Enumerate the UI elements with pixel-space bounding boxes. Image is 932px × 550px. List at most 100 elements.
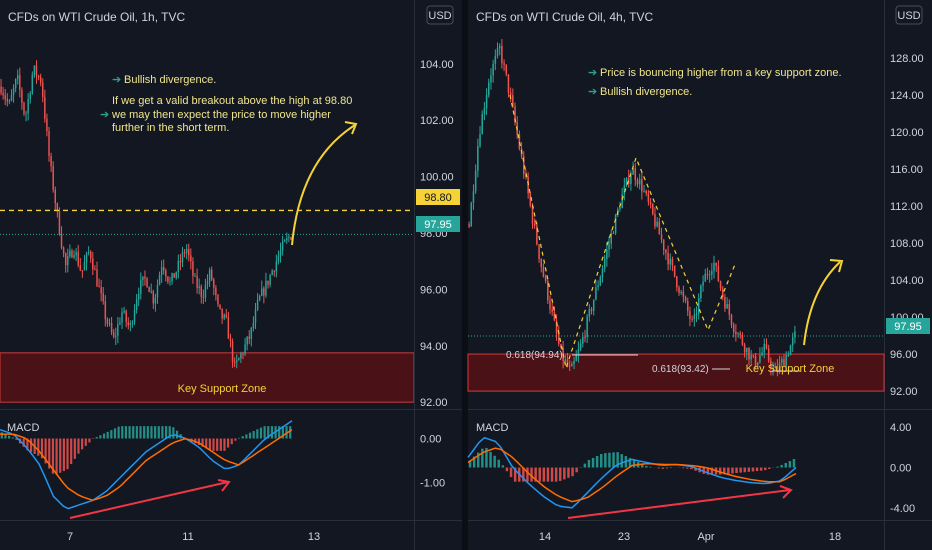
- candle-body: [196, 275, 198, 288]
- candle-body: [210, 269, 213, 280]
- right-projection-arrow: [803, 261, 841, 346]
- macd-tick-label: 0.00: [420, 434, 441, 446]
- candle-body: [763, 344, 766, 353]
- candle-body: [767, 348, 770, 361]
- candle-body: [94, 269, 96, 271]
- candle-body: [702, 281, 704, 286]
- candle-body: [112, 332, 115, 337]
- candle-body: [756, 362, 759, 366]
- candle-body: [483, 108, 486, 114]
- candle-body: [621, 194, 623, 209]
- time-tick-label: 13: [308, 531, 320, 543]
- candle-body: [638, 179, 641, 185]
- candle-body: [286, 237, 288, 241]
- candle-body: [160, 267, 163, 276]
- candle-body: [12, 88, 15, 96]
- candle-body: [52, 166, 54, 190]
- candle-body: [277, 256, 280, 262]
- candle-body: [85, 253, 88, 263]
- candle-body: [148, 287, 150, 293]
- right-currency-label: USD: [897, 10, 920, 22]
- l-support-zone-rect: [0, 352, 415, 403]
- right-currency-button[interactable]: [895, 5, 923, 25]
- candle-body: [746, 347, 748, 353]
- candle-body: [225, 314, 228, 318]
- candle-body: [503, 63, 505, 65]
- candle-body: [658, 221, 661, 235]
- candle-body: [597, 285, 599, 288]
- candle-body: [667, 252, 669, 265]
- price-tick-label: 128.00: [890, 53, 924, 65]
- candle-body: [540, 258, 543, 268]
- candle-body: [671, 258, 674, 266]
- candle-body: [152, 291, 155, 304]
- price-tick-label: 100.00: [420, 172, 454, 184]
- candle-body: [697, 298, 700, 315]
- candle-body: [595, 287, 597, 300]
- candle-body: [290, 237, 292, 240]
- candle-body: [217, 294, 219, 305]
- right-support-zone: [467, 353, 885, 392]
- right-macd-label: MACD: [476, 422, 508, 434]
- candle-body: [129, 323, 132, 326]
- candle-body: [592, 299, 595, 311]
- price-tick-label: 96.00: [890, 349, 918, 361]
- candle-body: [169, 281, 171, 283]
- candle-body: [123, 310, 125, 313]
- candle-body: [555, 320, 558, 334]
- candle-body: [227, 317, 230, 339]
- price-tick-label: 102.00: [420, 115, 454, 127]
- candle-body: [6, 98, 9, 102]
- candle-body: [721, 288, 724, 298]
- right-price-lines: [468, 94, 884, 371]
- candle-body: [752, 355, 755, 357]
- candle-body: [200, 286, 203, 297]
- candle-body: [204, 284, 207, 298]
- right-price-axis: 128.00 124.00 120.00 116.00 112.00 108.00 104.…: [890, 53, 924, 398]
- candle-body: [162, 267, 165, 271]
- candle-body: [283, 240, 286, 242]
- candle-body: [58, 210, 61, 235]
- right-zone-label: Key Support Zone: [746, 363, 835, 375]
- right-note-1-marker: ➔: [588, 67, 597, 79]
- candle-body: [481, 113, 483, 135]
- candle-body: [8, 100, 11, 102]
- left-projection-arrow: [291, 124, 356, 246]
- candle-body: [726, 304, 728, 309]
- candle-body: [183, 252, 186, 254]
- time-tick-label: Apr: [697, 531, 714, 543]
- candle-body: [223, 314, 225, 319]
- left-note-1: Bullish divergence.: [124, 74, 216, 86]
- candle-body: [142, 276, 144, 280]
- candle-body: [261, 288, 263, 296]
- candle-body: [102, 293, 104, 302]
- candle-body: [501, 46, 503, 64]
- candle-body: [2, 92, 4, 96]
- left-currency-button[interactable]: [426, 5, 454, 25]
- left-note-1-marker: ➔: [112, 74, 121, 86]
- candle-body: [171, 273, 173, 282]
- macd-line: [0, 420, 293, 510]
- candle-body: [719, 281, 722, 289]
- candle-body: [79, 265, 82, 271]
- candle-body: [496, 48, 499, 57]
- price-tick-label: 104.00: [420, 59, 454, 71]
- candle-body: [652, 203, 654, 215]
- right-macd: [467, 436, 797, 509]
- macd-tick-label: 0.00: [890, 463, 911, 475]
- right-chart[interactable]: 128.00 124.00 120.00 116.00 112.00 108.00 104.…: [467, 5, 930, 543]
- candle-body: [244, 344, 246, 354]
- candle-body: [724, 297, 726, 309]
- candle-body: [240, 353, 242, 359]
- candle-body: [542, 267, 545, 277]
- candle-body: [98, 285, 100, 288]
- candle-body: [673, 265, 676, 277]
- candle-body: [29, 93, 31, 100]
- candle-body: [42, 82, 44, 98]
- candle-body: [44, 97, 46, 119]
- candle-body: [87, 251, 90, 254]
- candle-body: [695, 314, 698, 316]
- candle-body: [575, 355, 578, 361]
- candle-body: [693, 314, 696, 320]
